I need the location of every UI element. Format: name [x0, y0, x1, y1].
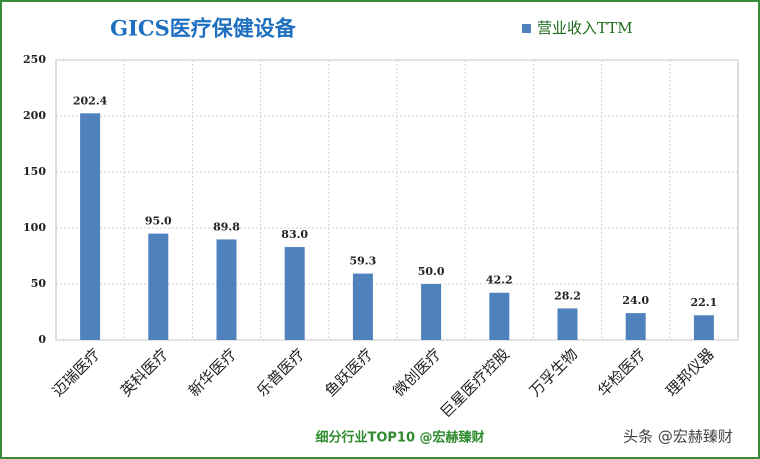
data-label: 42.2 — [486, 274, 513, 287]
bar — [421, 284, 442, 340]
watermark: 头条 @宏赫臻财 — [623, 428, 733, 446]
bar — [489, 292, 510, 340]
bar — [557, 308, 578, 340]
chart-title: GICS医疗保健设备 — [110, 16, 297, 41]
data-label: 28.2 — [554, 289, 581, 302]
bar — [352, 273, 373, 340]
data-label: 59.3 — [350, 255, 377, 268]
y-tick-label: 200 — [23, 109, 46, 122]
data-label: 24.0 — [622, 294, 649, 307]
bar — [625, 313, 646, 340]
bar — [148, 233, 169, 340]
data-label: 89.8 — [213, 220, 240, 233]
bar — [284, 247, 305, 340]
data-label: 95.0 — [145, 215, 172, 228]
legend-label: 营业收入TTM — [537, 19, 633, 37]
bar — [80, 113, 101, 340]
data-label: 22.1 — [691, 296, 718, 309]
data-label: 50.0 — [418, 265, 445, 278]
y-tick-label: 100 — [23, 221, 46, 234]
bar — [216, 239, 237, 340]
legend-swatch — [522, 24, 531, 33]
data-label: 202.4 — [73, 94, 108, 107]
y-tick-label: 50 — [31, 277, 47, 290]
bar — [693, 315, 714, 340]
y-tick-label: 150 — [23, 165, 46, 178]
y-tick-label: 0 — [38, 333, 46, 346]
y-tick-label: 250 — [23, 53, 46, 66]
footer-note: 细分行业TOP10 @宏赫臻财 — [315, 430, 484, 446]
data-label: 83.0 — [281, 228, 308, 241]
